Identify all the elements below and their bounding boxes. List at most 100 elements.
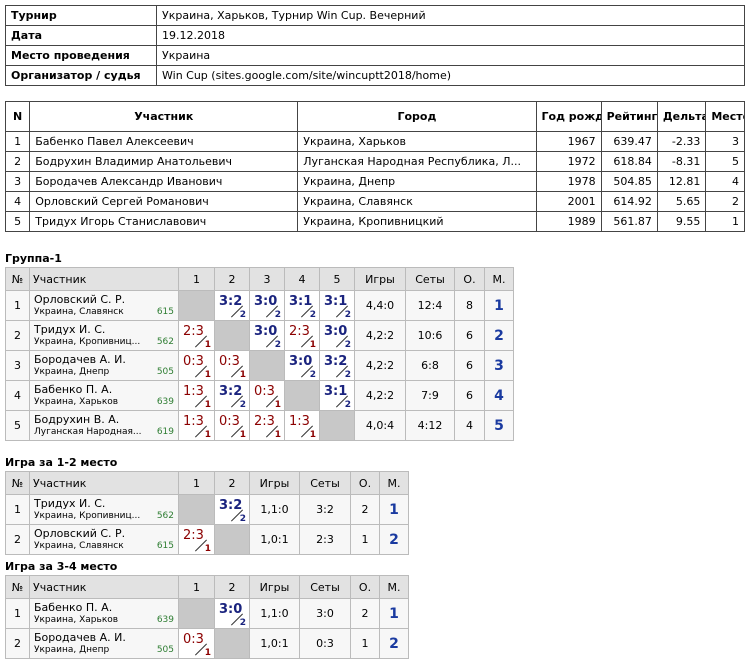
score-cell: 1:3 1 [284, 410, 320, 441]
score-cell: 0:3 1 [178, 350, 215, 381]
group-row: 2 Тридух И. С. Украина, Кропивниц... 562 2:3… [5, 320, 514, 351]
game-number: 2 [309, 310, 316, 320]
place: 1 [379, 598, 409, 629]
diagonal-cell [249, 350, 285, 381]
score-cell: 3:0 2 [249, 290, 285, 321]
cell: 1978 [535, 171, 602, 192]
cell: 2 [4, 151, 31, 172]
sets: 4:12 [405, 410, 455, 441]
diagonal-cell [178, 290, 215, 321]
score-cell: 3:0 2 [214, 598, 250, 629]
diagonal-cell [214, 320, 250, 351]
header-cell: Участник [29, 101, 299, 132]
info-row: Место проведения Украина [5, 45, 745, 66]
games: 4,2:2 [354, 380, 406, 411]
score: 2:3 [183, 324, 204, 339]
row-number: 2 [5, 320, 30, 351]
game-number: 1 [204, 400, 211, 410]
row-number: 2 [5, 628, 30, 659]
cell: Украина, Харьков [297, 131, 537, 152]
header-cell: М. [484, 267, 514, 291]
header-cell: Сеты [299, 471, 351, 495]
score: 2:3 [254, 414, 275, 429]
player-rating: 639 [156, 615, 174, 625]
cell: Бодрухин Владимир Анатольевич [29, 151, 299, 172]
cell: 3 [4, 171, 31, 192]
sets: 3:0 [299, 598, 351, 629]
group-row: 5 Бодрухин В. А. Луганская Народная... 619 1… [5, 410, 514, 441]
cell: 1972 [535, 151, 602, 172]
participant-row: 1 Бабенко Павел Алексеевич Украина, Харько… [4, 131, 745, 152]
score: 1:3 [183, 414, 204, 429]
score-cell: 3:1 2 [319, 290, 355, 321]
player-city: Украина, Днепр [34, 645, 110, 655]
group-title: Игра за 3-4 место [5, 560, 118, 573]
score-cell: 0:3 1 [178, 628, 215, 659]
row-number: 5 [5, 410, 30, 441]
group-row: 2 Орловский С. Р. Украина, Славянск 615 2:3 1… [5, 524, 409, 555]
cell: 4 [705, 171, 745, 192]
header-cell: 4 [284, 267, 320, 291]
cell: Бабенко Павел Алексеевич [29, 131, 299, 152]
header-cell: 1 [178, 267, 215, 291]
place: 1 [379, 494, 409, 525]
header-cell: Игры [354, 267, 406, 291]
score: 3:1 [289, 294, 313, 309]
player-cell: Бородачев А. И. Украина, Днепр 505 [29, 628, 179, 659]
header-cell: Рейтинг [600, 101, 658, 132]
cell: 4 [4, 191, 31, 212]
header-cell: № [5, 575, 30, 599]
cell: Орловский Сергей Романович [29, 191, 299, 212]
info-row: Организатор / судья Win Cup (sites.google… [5, 65, 745, 86]
player-name: Бородачев А. И. [34, 353, 126, 366]
score: 3:2 [219, 294, 243, 309]
score-cell: 3:2 2 [214, 494, 250, 525]
info-value: Украина [156, 45, 745, 66]
game-number: 1 [204, 340, 211, 350]
score: 3:2 [219, 498, 243, 513]
game-number: 2 [239, 310, 246, 320]
points: 6 [454, 380, 485, 411]
score: 2:3 [183, 528, 204, 543]
player-rating: 619 [156, 427, 174, 437]
info-row: Турнир Украина, Харьков, Турнир Win Cup. … [5, 5, 745, 26]
player-city: Украина, Славянск [34, 541, 124, 551]
header-cell: М. [379, 575, 409, 599]
participant-row: 2 Бодрухин Владимир Анатольевич Луганская … [4, 151, 745, 172]
group-row: 1 Тридух И. С. Украина, Кропивниц... 562 3:2… [5, 494, 409, 525]
group-title: Игра за 1-2 место [5, 456, 118, 469]
player-cell: Тридух И. С. Украина, Кропивниц... 562 [29, 320, 179, 351]
header-cell: 2 [214, 267, 250, 291]
sets: 2:3 [299, 524, 351, 555]
header-row: № Участник 1 2 3 4 5 Игры Сеты О. М. [5, 267, 514, 291]
game-number: 2 [344, 340, 351, 350]
game-number: 1 [239, 430, 246, 440]
player-cell: Бодрухин В. А. Луганская Народная... 619 [29, 410, 179, 441]
row-number: 1 [5, 598, 30, 629]
score: 3:1 [324, 294, 348, 309]
row-number: 3 [5, 350, 30, 381]
player-rating: 615 [156, 307, 174, 317]
place: 5 [484, 410, 514, 441]
header-cell: М. [379, 471, 409, 495]
sets: 12:4 [405, 290, 455, 321]
header-cell: Участник [29, 575, 179, 599]
header-cell: Город [297, 101, 537, 132]
games: 1,0:1 [249, 524, 300, 555]
score: 3:0 [289, 354, 313, 369]
player-city: Украина, Харьков [34, 615, 119, 625]
sets: 10:6 [405, 320, 455, 351]
place: 2 [379, 524, 409, 555]
score: 3:0 [254, 294, 278, 309]
place: 1 [484, 290, 514, 321]
header-cell: О. [350, 471, 380, 495]
points: 2 [350, 494, 380, 525]
header-cell: Игры [249, 575, 300, 599]
score: 3:2 [219, 384, 243, 399]
score: 2:3 [289, 324, 310, 339]
score-cell: 0:3 1 [249, 380, 285, 411]
cell: 1 [705, 211, 745, 232]
header-cell: Сеты [405, 267, 455, 291]
